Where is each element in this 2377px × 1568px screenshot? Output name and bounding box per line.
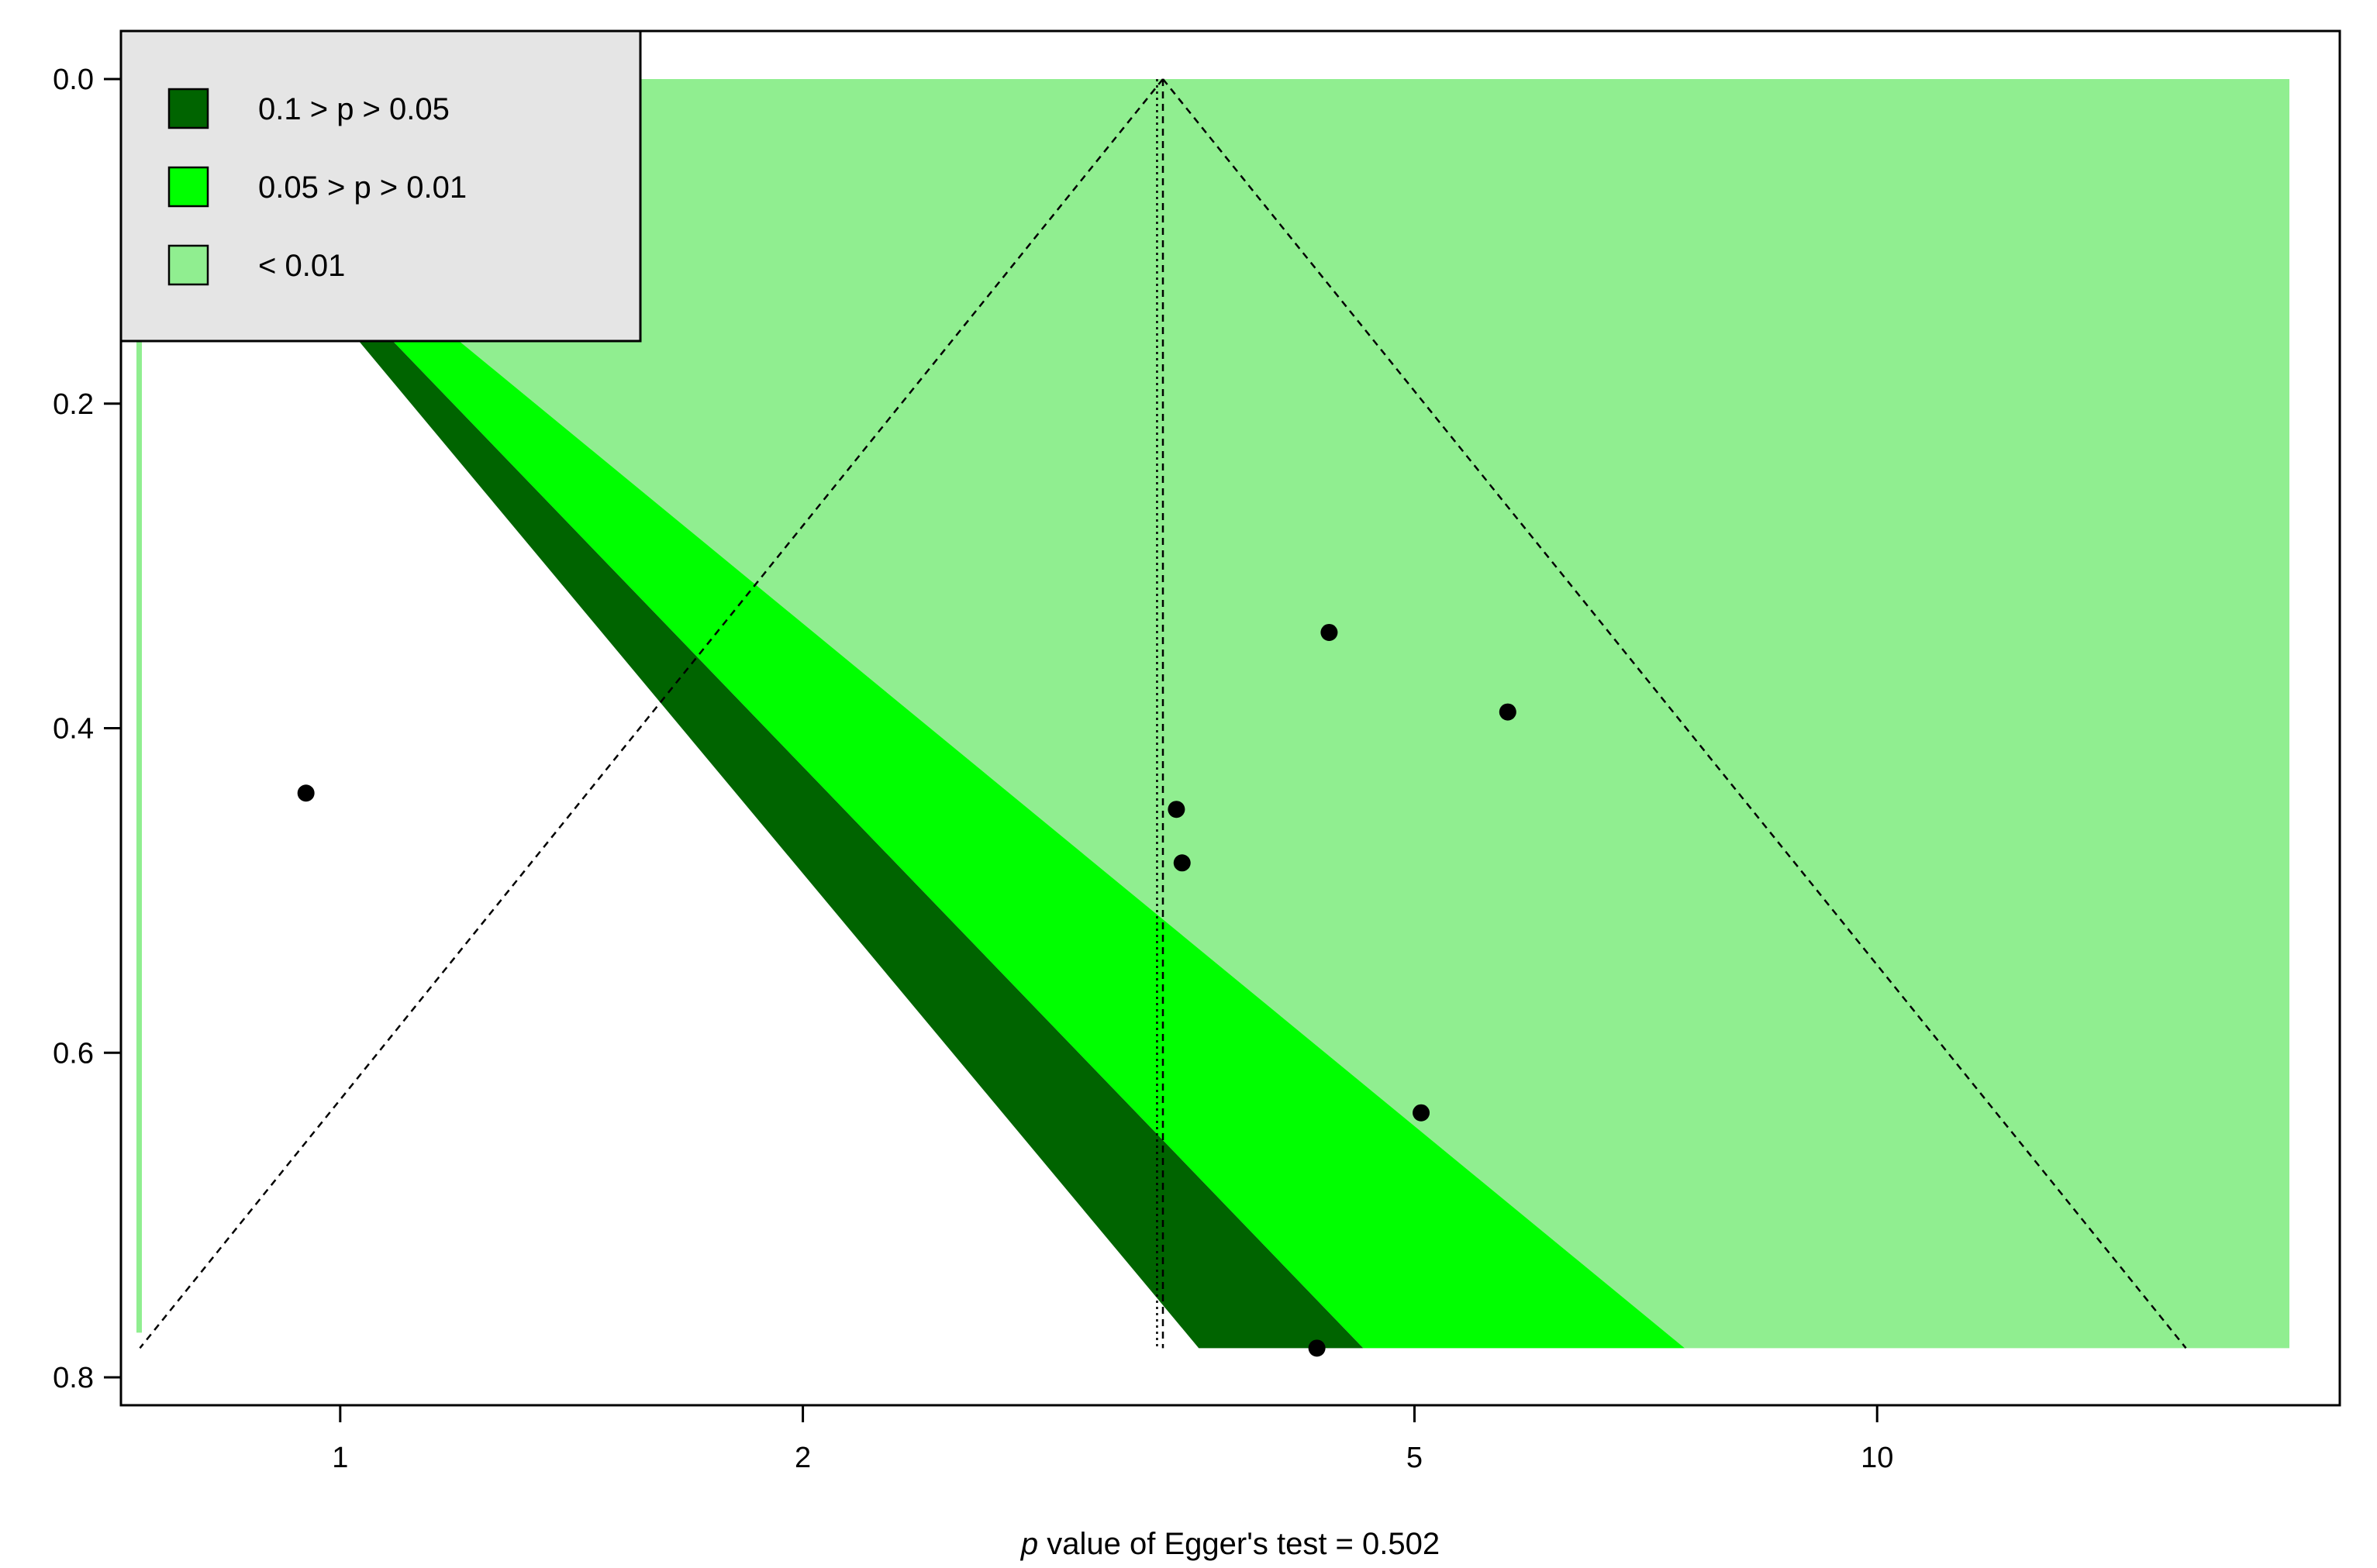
data-point-7 [1308,1339,1326,1357]
y-tick-label: 0.8 [53,1362,94,1394]
x-axis-label: p value of Egger's test = 0.502 [1020,1527,1440,1561]
legend-swatch [167,166,209,208]
legend-label: 0.05 > p > 0.01 [258,171,467,205]
x-tick-label: 2 [795,1442,811,1474]
x-tick-label: 5 [1406,1442,1423,1474]
x-axis: 1 2 5 10 [332,1404,1893,1474]
funnel-right-line [1162,78,2187,1349]
y-tick-label: 0.6 [53,1037,94,1070]
data-point-4 [1320,623,1338,641]
y-tick-label: 0.0 [53,64,94,96]
contour-p-01-005 [140,79,1364,1349]
y-tick-label: 0.4 [53,713,94,746]
funnel-left-line [139,78,1164,1349]
legend-label: < 0.01 [258,249,345,283]
contour-p-below-001 [140,79,2289,1349]
x-tick-label: 1 [332,1442,348,1474]
contour-p-005-001 [140,79,1685,1349]
x-axis-label-italic: p [1020,1527,1038,1561]
data-point-1 [297,784,315,802]
x-axis-label-text: value of Egger's test = 0.502 [1038,1527,1440,1561]
data-point-3 [1173,854,1191,872]
y-tick-label: 0.2 [53,388,94,421]
legend-swatch [167,244,209,286]
x-tick-label: 10 [1861,1442,1893,1474]
data-point-6 [1413,1104,1430,1122]
contour-left-band [136,79,142,1333]
data-point-2 [1168,801,1185,818]
data-point-5 [1499,703,1516,721]
y-axis: 0.0 0.2 0.4 0.6 0.8 [53,64,122,1394]
legend: 0.1 > p > 0.05 0.05 > p > 0.01 < 0.01 [119,29,642,343]
legend-label: 0.1 > p > 0.05 [258,92,450,126]
legend-swatch [167,88,209,129]
